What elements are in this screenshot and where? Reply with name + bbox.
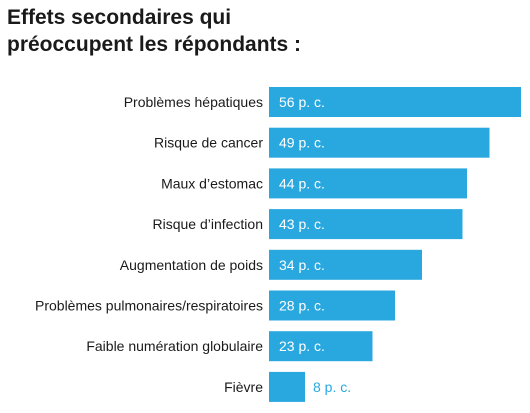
- chart-title: Effets secondaires qui préoccupent les r…: [7, 4, 301, 58]
- chart-title-line-1: Effets secondaires qui: [7, 6, 232, 29]
- category-label: Risque d’infection: [152, 216, 263, 232]
- bar: [269, 127, 490, 158]
- category-label: Problèmes pulmonaires/respiratoires: [35, 298, 263, 314]
- category-label: Augmentation de poids: [120, 257, 263, 273]
- category-label: Fièvre: [224, 379, 263, 395]
- bar: [269, 87, 521, 117]
- bar: [269, 249, 422, 280]
- category-label: Faible numération globulaire: [86, 338, 263, 354]
- value-label: 23 p. c.: [279, 338, 325, 354]
- bar: [269, 371, 305, 402]
- value-label: 49 p. c.: [279, 135, 325, 151]
- value-label: 56 p. c.: [279, 94, 325, 110]
- value-label: 28 p. c.: [279, 298, 325, 314]
- value-label: 44 p. c.: [279, 175, 325, 191]
- value-label: 43 p. c.: [279, 216, 325, 232]
- bar: [269, 331, 373, 362]
- value-label: 34 p. c.: [279, 257, 325, 273]
- value-label: 8 p. c.: [313, 379, 351, 395]
- bar: [269, 290, 395, 321]
- category-label: Problèmes hépatiques: [124, 94, 263, 110]
- category-label: Risque de cancer: [154, 135, 263, 151]
- category-label: Maux d’estomac: [161, 175, 263, 191]
- chart-title-line-2: préoccupent les répondants :: [7, 33, 302, 56]
- bar: [269, 168, 467, 199]
- bar: [269, 209, 463, 240]
